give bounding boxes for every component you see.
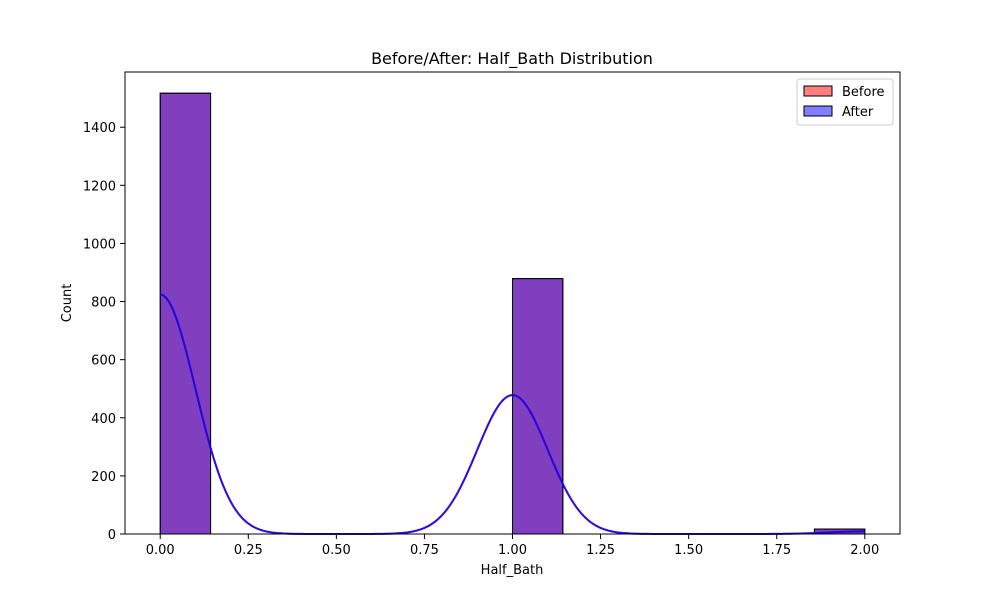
- y-tick-label: 0: [108, 528, 116, 543]
- x-tick-label: 0.75: [410, 543, 439, 558]
- x-axis: 0.00 0.25 0.50 0.75 1.00 1.25 1.50 1.75 2.00: [146, 534, 879, 558]
- x-tick-label: 1.00: [498, 543, 527, 558]
- legend-swatch-after: [803, 105, 833, 117]
- legend-label-before: Before: [842, 85, 885, 100]
- y-tick-label: 200: [91, 470, 116, 485]
- y-axis: 0 200 400 600 800 1000 1200 1400: [83, 121, 125, 543]
- y-tick-label: 400: [91, 412, 116, 427]
- chart-title: Before/After: Half_Bath Distribution: [371, 49, 653, 69]
- bars-layer: [159, 92, 866, 535]
- x-tick-label: 0.50: [322, 543, 351, 558]
- legend-swatch-before: [803, 85, 833, 97]
- x-tick-label: 2.00: [850, 543, 879, 558]
- legend: Before After: [796, 78, 894, 126]
- y-tick-label: 800: [91, 296, 116, 311]
- bar-after-1: [512, 278, 564, 535]
- y-axis-label: Count: [60, 284, 75, 323]
- y-tick-label: 1000: [83, 237, 116, 252]
- x-tick-label: 0.25: [234, 543, 263, 558]
- y-tick-label: 1400: [83, 121, 116, 136]
- y-tick-label: 600: [91, 354, 116, 369]
- bar-after-0: [159, 92, 212, 535]
- x-tick-label: 1.50: [674, 543, 703, 558]
- x-tick-label: 0.00: [146, 543, 175, 558]
- legend-label-after: After: [842, 105, 874, 120]
- x-tick-label: 1.75: [762, 543, 791, 558]
- x-tick-label: 1.25: [586, 543, 615, 558]
- x-axis-label: Half_Bath: [481, 563, 544, 578]
- y-tick-label: 1200: [83, 179, 116, 194]
